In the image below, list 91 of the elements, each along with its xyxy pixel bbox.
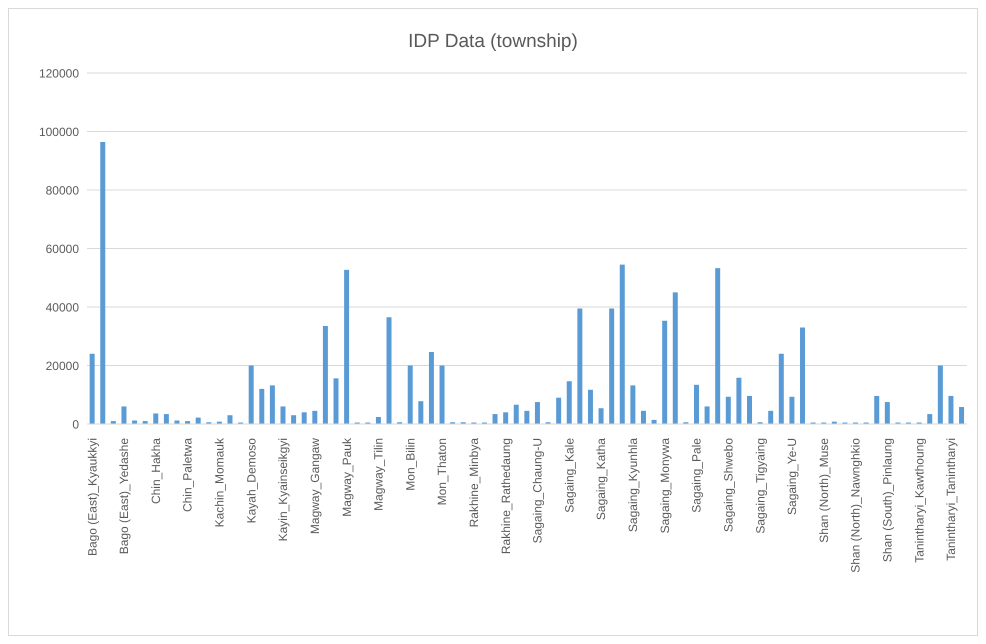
x-tick-label: Kachin_Momauk xyxy=(212,437,227,528)
x-tick-label: Tanintharyi_Tanintharyi xyxy=(944,438,958,561)
bar xyxy=(609,308,614,424)
bar xyxy=(884,402,890,424)
bar xyxy=(598,408,604,424)
y-tick-label: 120000 xyxy=(38,66,80,80)
bar xyxy=(577,308,582,424)
x-tick-label: Kayah_Demoso xyxy=(244,438,258,524)
bar xyxy=(778,354,784,424)
bar xyxy=(302,412,307,424)
bar xyxy=(566,381,572,424)
bar xyxy=(630,385,636,424)
x-tick-label: Shan (North)_Nawnghkio xyxy=(848,438,863,573)
bar xyxy=(704,406,710,424)
x-tick-label: Sagaing_Pale xyxy=(690,438,704,513)
bar xyxy=(248,366,254,424)
bar xyxy=(620,264,625,424)
x-tick-label: Chin_Hakha xyxy=(148,438,163,504)
bar xyxy=(428,352,434,424)
x-tick-label: Sagaing_Tigyaing xyxy=(753,438,768,534)
chart-title: IDP Data (township) xyxy=(407,31,579,54)
y-tick-label: 80000 xyxy=(46,183,80,198)
bar xyxy=(503,412,508,424)
bar xyxy=(534,402,540,424)
y-tick-label: 0 xyxy=(72,417,80,432)
bar xyxy=(640,410,646,424)
bar xyxy=(726,396,731,424)
bar xyxy=(196,418,201,424)
bar xyxy=(227,415,232,424)
x-tick-label: Chin_Paletwa xyxy=(180,438,195,512)
x-tick-label: Sagaing_Ye-U xyxy=(785,438,800,515)
bar xyxy=(270,385,275,424)
x-tick-label: Tanintharyi_Kawthoung xyxy=(912,438,926,563)
bar xyxy=(874,396,880,424)
bar xyxy=(100,142,106,424)
y-tick-label: 60000 xyxy=(46,242,80,256)
bar xyxy=(344,270,350,424)
x-tick-label: Rakhine_Rathedaung xyxy=(498,438,513,554)
x-tick-label: Bago (East)_Yedashe xyxy=(117,438,132,554)
bar xyxy=(800,327,806,424)
bar xyxy=(514,404,519,424)
bar xyxy=(662,320,668,424)
x-tick-label: Sagaing_Shwebo xyxy=(721,438,736,532)
x-tick-label: Magway_Gangaw xyxy=(308,438,322,534)
bar xyxy=(408,366,413,424)
bar xyxy=(334,378,339,424)
y-tick-label: 20000 xyxy=(46,358,80,373)
bar xyxy=(259,388,264,424)
x-tick-label: Sagaing_Monywa xyxy=(658,438,672,534)
x-tick-label: Sagaing_Katha xyxy=(594,438,608,520)
x-tick-label: Mon_Bilin xyxy=(403,438,418,491)
x-tick-label: Magway_Tilin xyxy=(372,438,386,511)
bar xyxy=(164,414,169,424)
bar xyxy=(694,384,699,424)
bar xyxy=(418,401,424,424)
bar xyxy=(938,366,943,424)
bar xyxy=(959,407,964,424)
bar xyxy=(747,396,752,424)
bar xyxy=(672,292,678,424)
bar xyxy=(524,410,530,424)
x-tick-label: Rakhine_Minbya xyxy=(466,438,481,528)
bar xyxy=(715,268,720,424)
bar xyxy=(291,415,296,424)
bar xyxy=(556,398,562,424)
x-tick-label: Mon_Thaton xyxy=(435,438,450,506)
x-tick-label: Sagaing_Kale xyxy=(562,438,576,513)
x-tick-label: Kayin_Kyainseikgyi xyxy=(276,438,290,542)
bar xyxy=(927,414,932,424)
bar xyxy=(121,406,126,424)
bar xyxy=(768,410,774,424)
bar xyxy=(736,378,742,424)
x-tick-label: Shan (North)_Muse xyxy=(816,438,831,543)
x-tick-label: Sagaing_Chaung-U xyxy=(530,438,545,544)
bar xyxy=(386,317,392,424)
bar xyxy=(440,366,445,424)
bar xyxy=(789,396,794,424)
bar xyxy=(153,413,158,424)
bar xyxy=(492,414,498,424)
x-tick-label: Sagaing_Kyunhla xyxy=(626,438,640,532)
bar xyxy=(90,354,95,424)
bar xyxy=(948,396,954,424)
x-tick-label: Bago (East)_Kyaukkyi xyxy=(85,438,100,556)
bar xyxy=(280,406,286,424)
x-tick-label: Shan (South)_Pinlaung xyxy=(880,438,894,562)
bar xyxy=(588,390,593,424)
bar xyxy=(376,416,381,424)
bar xyxy=(312,410,318,424)
y-tick-label: 40000 xyxy=(46,300,80,314)
bar xyxy=(322,326,328,424)
y-tick-label: 100000 xyxy=(38,124,80,139)
x-tick-label: Magway_Pauk xyxy=(340,437,354,517)
